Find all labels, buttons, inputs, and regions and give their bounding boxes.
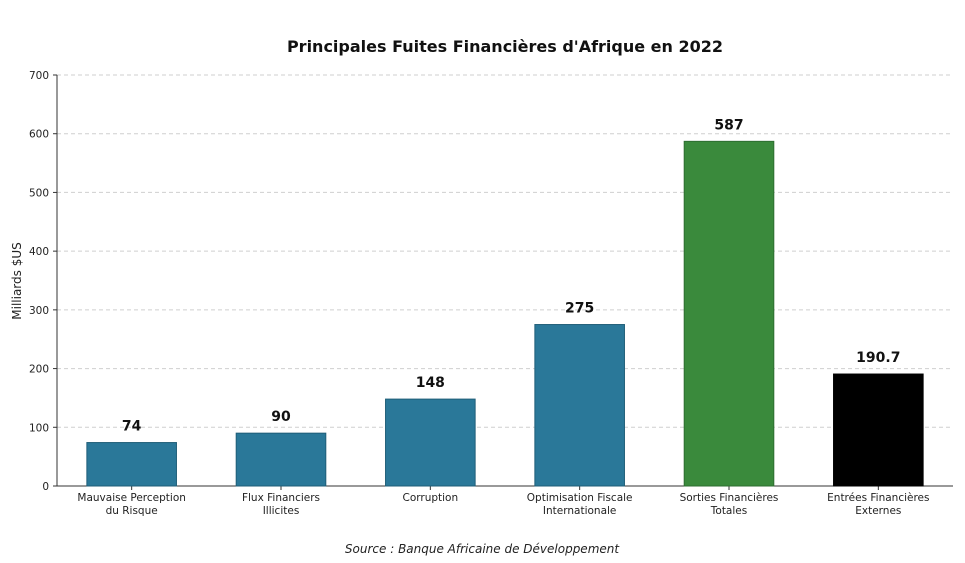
chart-title: Principales Fuites Financières d'Afrique… (287, 37, 723, 56)
y-tick-label: 100 (29, 422, 49, 434)
bar-value-label: 74 (122, 419, 142, 435)
bar (86, 442, 177, 487)
y-axis-label: Milliards $US (10, 242, 24, 319)
x-tick-label: Illicites (263, 505, 300, 517)
bar-value-label: 190.7 (856, 350, 900, 366)
y-tick-label: 400 (29, 246, 49, 258)
source-note: Source : Banque Africaine de Développeme… (345, 542, 620, 556)
bars (86, 140, 924, 487)
y-tick-label: 700 (29, 70, 49, 82)
x-tick-label: Totales (710, 505, 747, 517)
x-tick-label: Internationale (543, 505, 616, 517)
bar (534, 324, 625, 487)
x-tick-label: Sorties Financières (680, 492, 779, 504)
x-tick-label: Mauvaise Perception (77, 492, 186, 504)
x-tick-label: Entrées Financières (827, 492, 929, 504)
y-tick-label: 500 (29, 187, 49, 199)
axes (53, 74, 953, 490)
bar (235, 432, 327, 487)
bar-value-label: 275 (565, 301, 594, 317)
bar (683, 140, 775, 487)
y-tick-label: 200 (29, 364, 49, 376)
bar-value-label: 90 (271, 409, 291, 425)
bar (833, 373, 924, 487)
y-tick-label: 600 (29, 129, 49, 141)
x-tick-label: Optimisation Fiscale (527, 492, 633, 504)
y-tick-label: 0 (42, 481, 49, 493)
x-tick-label: Flux Financiers (242, 492, 320, 504)
gridlines (57, 74, 953, 428)
x-tick-label: Externes (855, 505, 901, 517)
y-tick-label: 300 (29, 305, 49, 317)
bar (385, 398, 476, 487)
bar-value-label: 148 (416, 375, 445, 391)
labels: 0 100 200 300 400 500 600 700 74 Mauvaise Percept… (29, 70, 930, 517)
x-tick-label: du Risque (106, 505, 158, 517)
x-tick-label: Corruption (403, 492, 459, 504)
bar-value-label: 587 (714, 117, 743, 133)
